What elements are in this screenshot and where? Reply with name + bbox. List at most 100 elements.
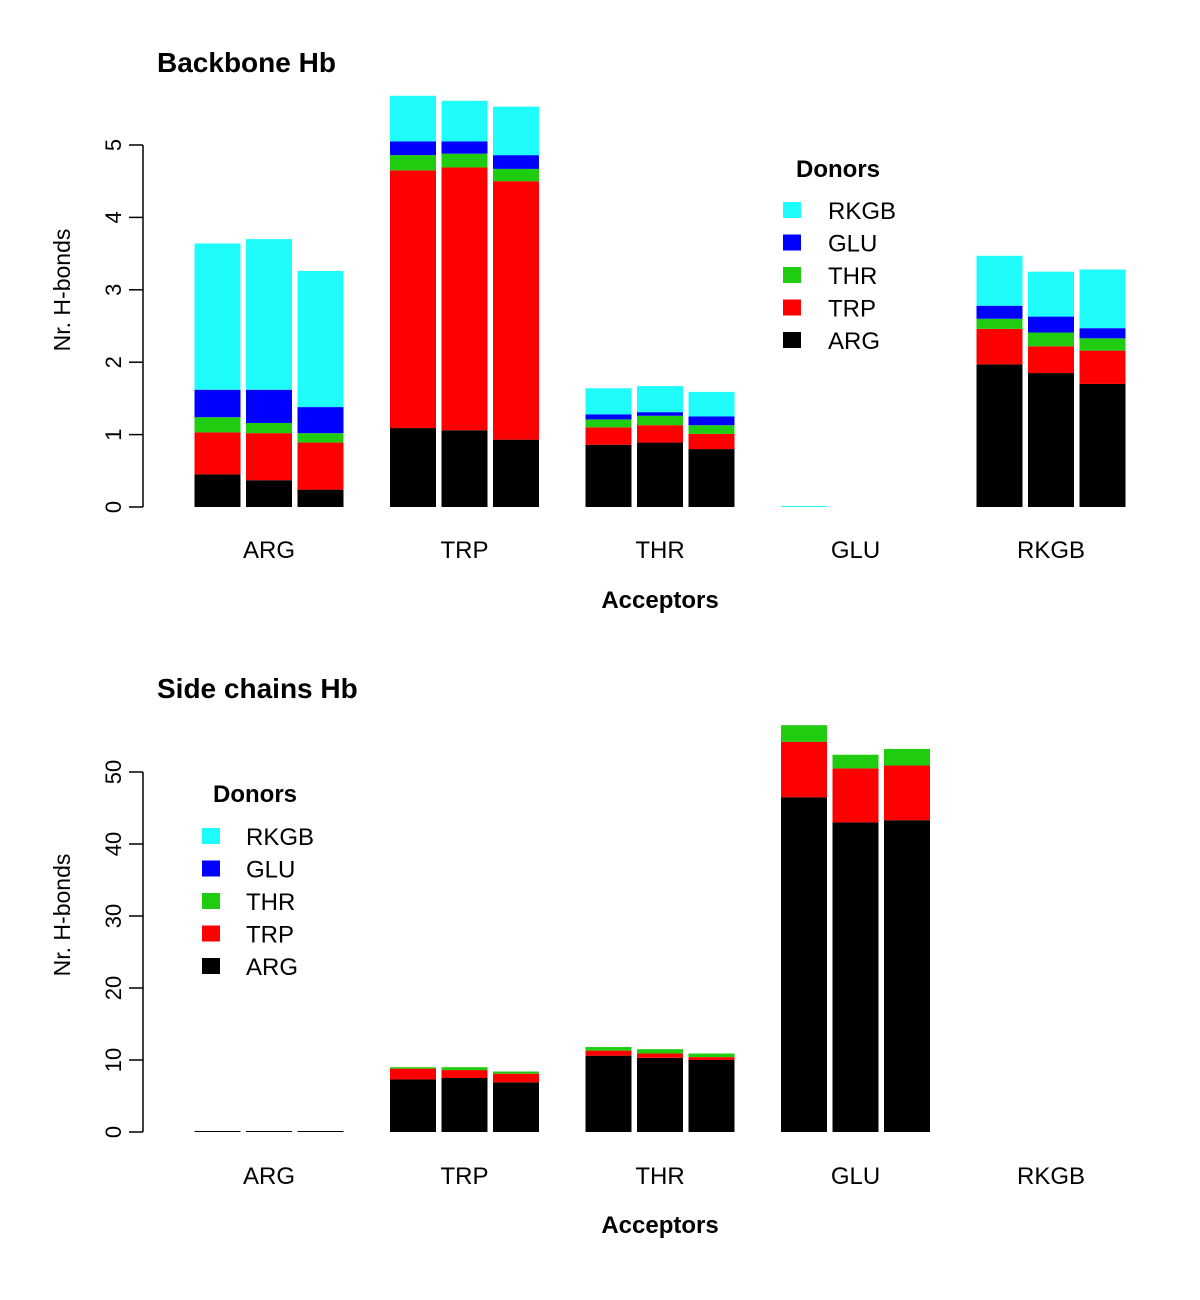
bar-segment-arg [441, 1078, 488, 1132]
legend-label: GLU [246, 857, 295, 884]
bar-segment-arg [637, 1057, 683, 1132]
legend-label: THR [828, 263, 877, 290]
legend: Donors RKGB GLU THR TRP ARG [783, 156, 896, 355]
bar-segment-rkgb [1028, 271, 1074, 317]
legend-title: Donors [213, 781, 297, 808]
bar-segment-rkgb [297, 270, 344, 408]
bar-segment-trp [976, 328, 1023, 365]
bar-segment-rkgb [976, 255, 1023, 306]
bar-segment-trp [781, 741, 827, 798]
bar-segment-arg [441, 430, 488, 507]
legend-label: THR [246, 889, 295, 916]
bar-segment-trp [246, 433, 292, 481]
bar-segment-thr [1079, 338, 1126, 351]
bar-segment-rkgb [1079, 269, 1126, 329]
category-labels: ARG TRP THR GLU RKGB [243, 537, 1085, 564]
bar-segment-thr [688, 425, 735, 434]
bar-segment-arg [297, 489, 344, 507]
bar-segment-rkgb [637, 386, 683, 413]
y-tick-label: 0 [101, 501, 126, 513]
bar-segment-thr [637, 1049, 683, 1054]
y-tick-label: 20 [101, 976, 126, 1000]
bar-segment-thr [390, 155, 436, 171]
bar-segment-thr [493, 1071, 539, 1074]
bar-segment-thr [781, 725, 827, 742]
y-axis: 0 1 2 3 4 5 [101, 139, 144, 513]
bar-segment-trp [390, 1068, 436, 1080]
bar-segment-rkgb [781, 506, 827, 507]
x-category-label: THR [635, 1163, 684, 1190]
bar-segment-glu [297, 407, 344, 434]
bar-segment-thr [884, 748, 930, 766]
bar-segment-arg [493, 1082, 539, 1132]
legend-swatch-glu [202, 860, 220, 877]
bar-segment-thr [1028, 332, 1074, 347]
bar-segment-arg [688, 449, 735, 507]
x-category-label: THR [635, 537, 684, 564]
y-tick-label: 50 [101, 760, 126, 784]
bar-segment-arg [637, 442, 683, 507]
legend-swatch-arg [783, 332, 801, 348]
legend-label: ARG [828, 328, 880, 355]
bar-segment-trp [493, 1073, 539, 1083]
bar-segment-arg [976, 364, 1023, 507]
legend-label: RKGB [246, 824, 314, 851]
legend-swatch-glu [783, 234, 801, 251]
bar-segment-rkgb [688, 391, 735, 417]
bar-segment-trp [493, 181, 539, 440]
bar-segment-trp [884, 765, 930, 821]
legend-swatch-rkgb [783, 202, 801, 218]
bar-segment-trp [688, 433, 735, 450]
bar-segment-thr [441, 1067, 488, 1071]
bar-segment-glu [441, 141, 488, 154]
chart-backbone: Backbone Hb Nr. H-bonds Acceptors 0 1 2 3 4 5… [49, 47, 1126, 614]
bar-segment-trp [637, 425, 683, 443]
x-category-label: TRP [441, 1163, 489, 1190]
bar-segment-trp [390, 170, 436, 429]
bar-segment-arg [246, 480, 292, 507]
bar-segment-thr [441, 153, 488, 168]
bar-segment-thr [688, 1053, 735, 1058]
bar-segment-rkgb [246, 239, 292, 390]
bar-segment-rkgb [441, 100, 488, 142]
legend-swatch-thr [783, 267, 801, 283]
bar-segment-arg [1079, 383, 1126, 507]
bar-segment-arg [194, 474, 241, 507]
legend-swatch-thr [202, 893, 220, 909]
x-category-label: TRP [441, 537, 489, 564]
bar-segment-arg [390, 428, 436, 507]
bar-segment-glu [1079, 328, 1126, 339]
legend-label: TRP [246, 922, 294, 949]
bar-segment-arg [585, 1055, 632, 1132]
bar-segment-rkgb [585, 388, 632, 415]
bar-segment-trp [585, 427, 632, 445]
x-axis-label: Acceptors [601, 1212, 718, 1239]
bar-segment-glu [246, 389, 292, 424]
legend-label: RKGB [828, 198, 896, 225]
bar-segment-thr [194, 417, 241, 433]
category-labels: ARG TRP THR GLU RKGB [243, 1163, 1085, 1190]
legend-swatch-rkgb [202, 828, 220, 844]
bar-segment-glu [194, 389, 241, 418]
bar-segment-glu [493, 155, 539, 169]
x-category-label: RKGB [1017, 1163, 1085, 1190]
legend-label: TRP [828, 296, 876, 323]
bar-segment-trp [688, 1057, 735, 1060]
bar-segment-thr [246, 423, 292, 434]
legend-swatch-trp [202, 925, 220, 942]
y-tick-label: 40 [101, 832, 126, 856]
legend-swatch-trp [783, 299, 801, 316]
x-category-label: ARG [243, 1163, 295, 1190]
legend-title: Donors [796, 156, 880, 183]
bar-segment-arg [246, 1131, 292, 1132]
bar-segment-rkgb [390, 95, 436, 142]
bar-segment-thr [832, 754, 879, 769]
bar-segment-glu [688, 416, 735, 426]
bar-segment-trp [441, 1070, 488, 1078]
bar-segment-glu [976, 305, 1023, 319]
bar-segment-arg [493, 439, 539, 507]
bar-segment-arg [884, 820, 930, 1132]
bar-segment-arg [194, 1131, 241, 1132]
y-tick-label: 4 [101, 211, 126, 223]
